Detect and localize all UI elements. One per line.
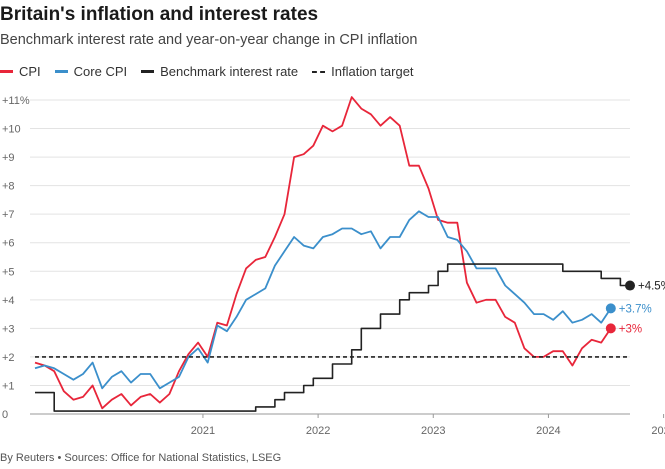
y-tick-label: +10 — [2, 124, 21, 136]
legend-swatch-cpi — [0, 70, 13, 73]
x-tick-label: 2022 — [306, 425, 330, 437]
x-tick-label: 2025 — [651, 425, 665, 437]
benchmark-interest-rate-line — [35, 263, 630, 412]
y-tick-label: +6 — [2, 238, 15, 250]
chart-title: Britain's inflation and interest rates — [0, 4, 319, 25]
legend-item-cpi: CPI — [0, 64, 41, 79]
y-tick-label: +1 — [2, 380, 15, 392]
legend-item-inflation-target: Inflation target — [312, 64, 414, 79]
legend-swatch-inflation-target — [312, 70, 326, 73]
benchmark-interest-rate-end-marker — [625, 280, 635, 291]
chart-subtitle: Benchmark interest rate and year-on-year… — [0, 32, 418, 48]
y-tick-label: +3 — [2, 323, 15, 335]
x-tick-label: 2023 — [421, 425, 445, 437]
y-tick-label: +4 — [2, 295, 15, 307]
cpi-line — [34, 96, 612, 410]
legend: CPI Core CPI Benchmark interest rate Inf… — [0, 64, 414, 79]
y-tick-label: +5 — [2, 266, 15, 278]
y-tick-label: +7 — [2, 209, 15, 221]
y-tick-label: +8 — [2, 181, 15, 193]
x-tick-label: 2021 — [191, 425, 215, 437]
line-chart: 0 +1 +2 +3 +4 +5 +6 +7 +8 +9 +10 +11% 2021 2022 2023 20… — [2, 95, 665, 437]
legend-item-core-cpi: Core CPI — [54, 64, 128, 79]
x-tick-label: 2024 — [536, 425, 560, 437]
legend-label-benchmark-rate: Benchmark interest rate — [160, 64, 299, 79]
cpi-end-marker — [605, 323, 616, 334]
legend-swatch-benchmark-rate — [141, 70, 155, 73]
legend-label-inflation-target: Inflation target — [331, 64, 414, 79]
legend-item-benchmark-rate: Benchmark interest rate — [141, 64, 298, 79]
y-tick-label: +9 — [2, 152, 15, 164]
y-tick-label: +2 — [2, 352, 15, 364]
core-cpi-end-marker — [605, 303, 616, 314]
legend-label-cpi: CPI — [19, 64, 41, 79]
source-footer: By Reuters • Sources: Office for Nationa… — [0, 452, 282, 464]
benchmark-interest-rate-end-label: +4.5% — [638, 281, 665, 293]
y-tick-label: 0 — [2, 409, 8, 421]
core-cpi-line — [34, 210, 612, 390]
legend-swatch-core-cpi — [54, 70, 68, 73]
y-tick-label: +11% — [2, 95, 30, 107]
legend-label-core-cpi: Core CPI — [73, 64, 128, 79]
core-cpi-end-label: +3.7% — [619, 303, 652, 315]
cpi-end-label: +3% — [619, 323, 642, 335]
